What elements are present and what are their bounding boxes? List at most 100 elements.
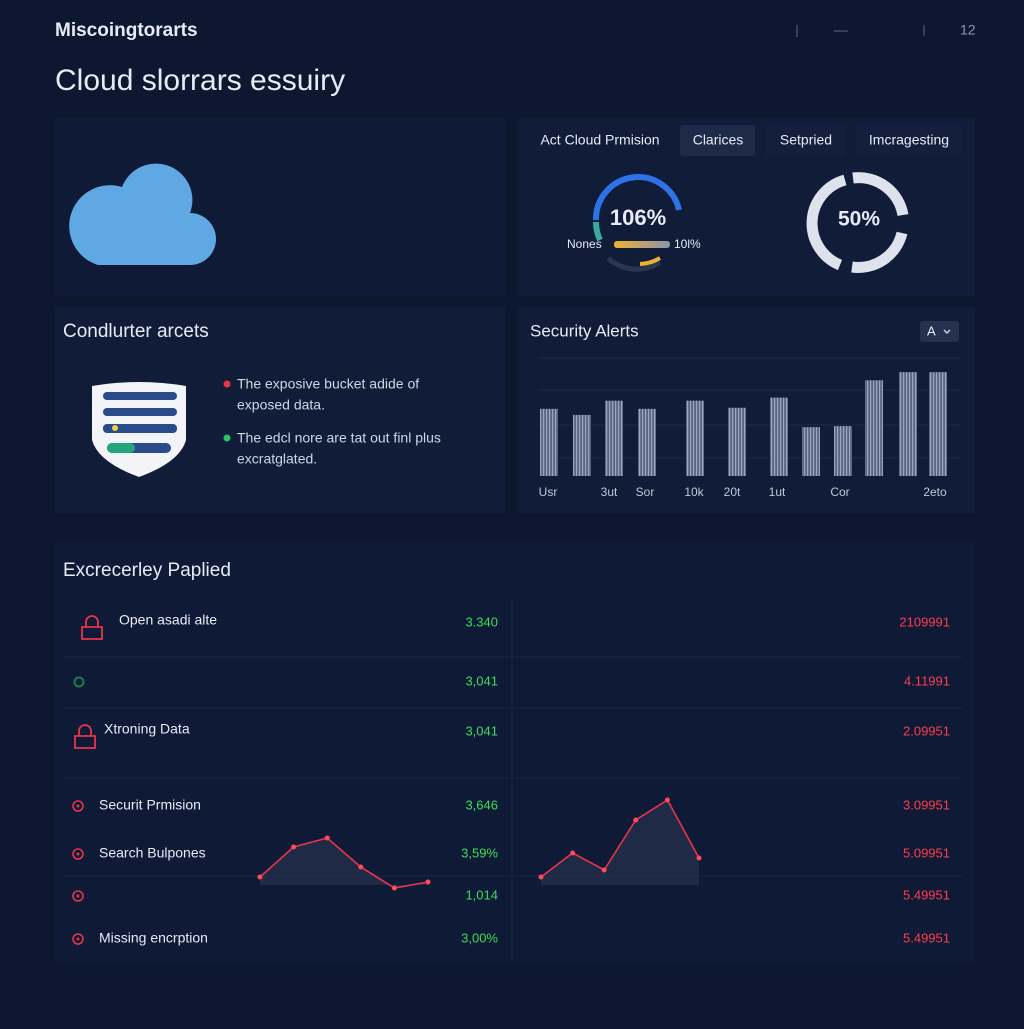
sparkline-area	[541, 800, 699, 885]
status-icon	[72, 933, 84, 945]
row-value: 3,59%	[461, 845, 498, 860]
window-controls	[796, 25, 925, 37]
counter: 12	[960, 22, 976, 38]
gauge-arc	[592, 174, 682, 221]
row-value: 3,00%	[461, 930, 498, 945]
row-dividers	[63, 600, 962, 960]
bar	[540, 408, 558, 476]
row-label: Search Bulpones	[99, 845, 206, 861]
panel-title: Condlurter arcets	[63, 321, 209, 342]
sparkline-point	[538, 874, 544, 880]
table-panel	[55, 540, 975, 965]
bar	[638, 408, 656, 476]
bar	[834, 426, 852, 476]
bar	[929, 372, 947, 476]
bar	[573, 414, 591, 476]
bullet-text: exposed data.	[237, 397, 325, 413]
gauge-arc	[606, 256, 662, 272]
tab-bg	[856, 125, 962, 156]
x-label: 10k	[684, 485, 704, 499]
sparkline-point	[696, 855, 702, 861]
sparkline-point	[291, 844, 297, 850]
row-value: 5.09951	[903, 845, 950, 860]
status-icon-dot	[76, 852, 80, 856]
status-icon-dot	[76, 894, 80, 898]
sparkline-point	[570, 850, 576, 856]
sparkline	[259, 837, 429, 889]
sparkline-area	[260, 838, 428, 888]
sparkline-point	[601, 867, 607, 873]
shield-lines	[103, 392, 177, 453]
bullet-text: The edcl nore are tat out finl plus	[237, 430, 441, 446]
x-label: 1ut	[769, 485, 786, 499]
x-label: 3ut	[601, 485, 618, 499]
sparkline-point	[391, 885, 397, 891]
row-label: Missing encrption	[99, 930, 208, 946]
status-icon-dot	[76, 937, 80, 941]
x-label: Sor	[636, 485, 655, 499]
panel-title: Security Alerts	[530, 321, 639, 340]
sparkline-point	[324, 835, 330, 841]
bullet-dot	[223, 380, 231, 388]
status-icon	[72, 848, 84, 860]
sparkline-point	[633, 817, 639, 823]
bar	[770, 397, 788, 476]
gauge-arc	[592, 221, 603, 242]
status-icon	[72, 890, 84, 902]
tab[interactable]: Setpried	[780, 132, 832, 148]
bar	[605, 400, 623, 476]
row-value: 4.11991	[904, 673, 950, 688]
sparkline-point	[664, 797, 670, 803]
brand: Miscoingtorarts	[55, 20, 198, 41]
sparkline-point	[358, 864, 364, 870]
row-value: 2109991	[899, 614, 950, 629]
tab[interactable]: Clarices	[693, 132, 744, 148]
bar	[728, 407, 746, 476]
tab-active-bg	[680, 125, 755, 156]
gauge-arc	[639, 256, 662, 266]
donut-value: 50%	[838, 208, 880, 231]
gauge-bar	[614, 241, 670, 248]
row-label: Open asadi alte	[119, 612, 217, 628]
sparkline-point	[257, 874, 263, 880]
dropdown-value: A	[927, 323, 936, 338]
x-label: 20t	[724, 485, 741, 499]
cloud-icon	[69, 163, 216, 265]
status-icon	[73, 676, 85, 688]
row-label: Securit Prmision	[99, 797, 201, 813]
tab-bg	[765, 125, 846, 156]
row-value: 3,041	[465, 673, 498, 688]
tab[interactable]: Imcragesting	[869, 132, 949, 148]
bar	[686, 400, 704, 476]
row-value: 3,041	[465, 723, 498, 738]
x-label: 2eto	[923, 485, 947, 499]
row-value: 3.340	[465, 614, 498, 629]
bullet-text: The exposive bucket adide of	[237, 376, 419, 392]
dropdown[interactable]	[920, 321, 959, 342]
alerts-panel	[518, 307, 975, 513]
row-value: 3.09951	[903, 797, 950, 812]
row-value: 3,646	[465, 797, 498, 812]
page-title: Cloud slorrars essuiry	[55, 64, 345, 97]
row-value: 1,014	[465, 887, 498, 902]
tab[interactable]: Act Cloud Prmision	[540, 132, 659, 148]
row-label: Xtroning Data	[104, 721, 190, 737]
x-label: Usr	[539, 485, 558, 499]
gauge-value: 106%	[610, 205, 666, 230]
status-icon-dot	[76, 804, 80, 808]
lock-icon	[74, 724, 96, 749]
dropdown-caret	[943, 329, 951, 335]
gauge-label: Nones	[567, 237, 602, 251]
x-label: Cor	[830, 485, 849, 499]
bullet-dot	[223, 434, 231, 442]
panel-title: Excrecerley Paplied	[63, 560, 231, 581]
sparkline	[540, 798, 700, 878]
bar	[802, 427, 820, 476]
row-value: 2.09951	[903, 723, 950, 738]
bar	[865, 380, 883, 476]
lock-icon	[81, 615, 103, 640]
donut	[806, 172, 909, 273]
bar	[899, 372, 917, 476]
